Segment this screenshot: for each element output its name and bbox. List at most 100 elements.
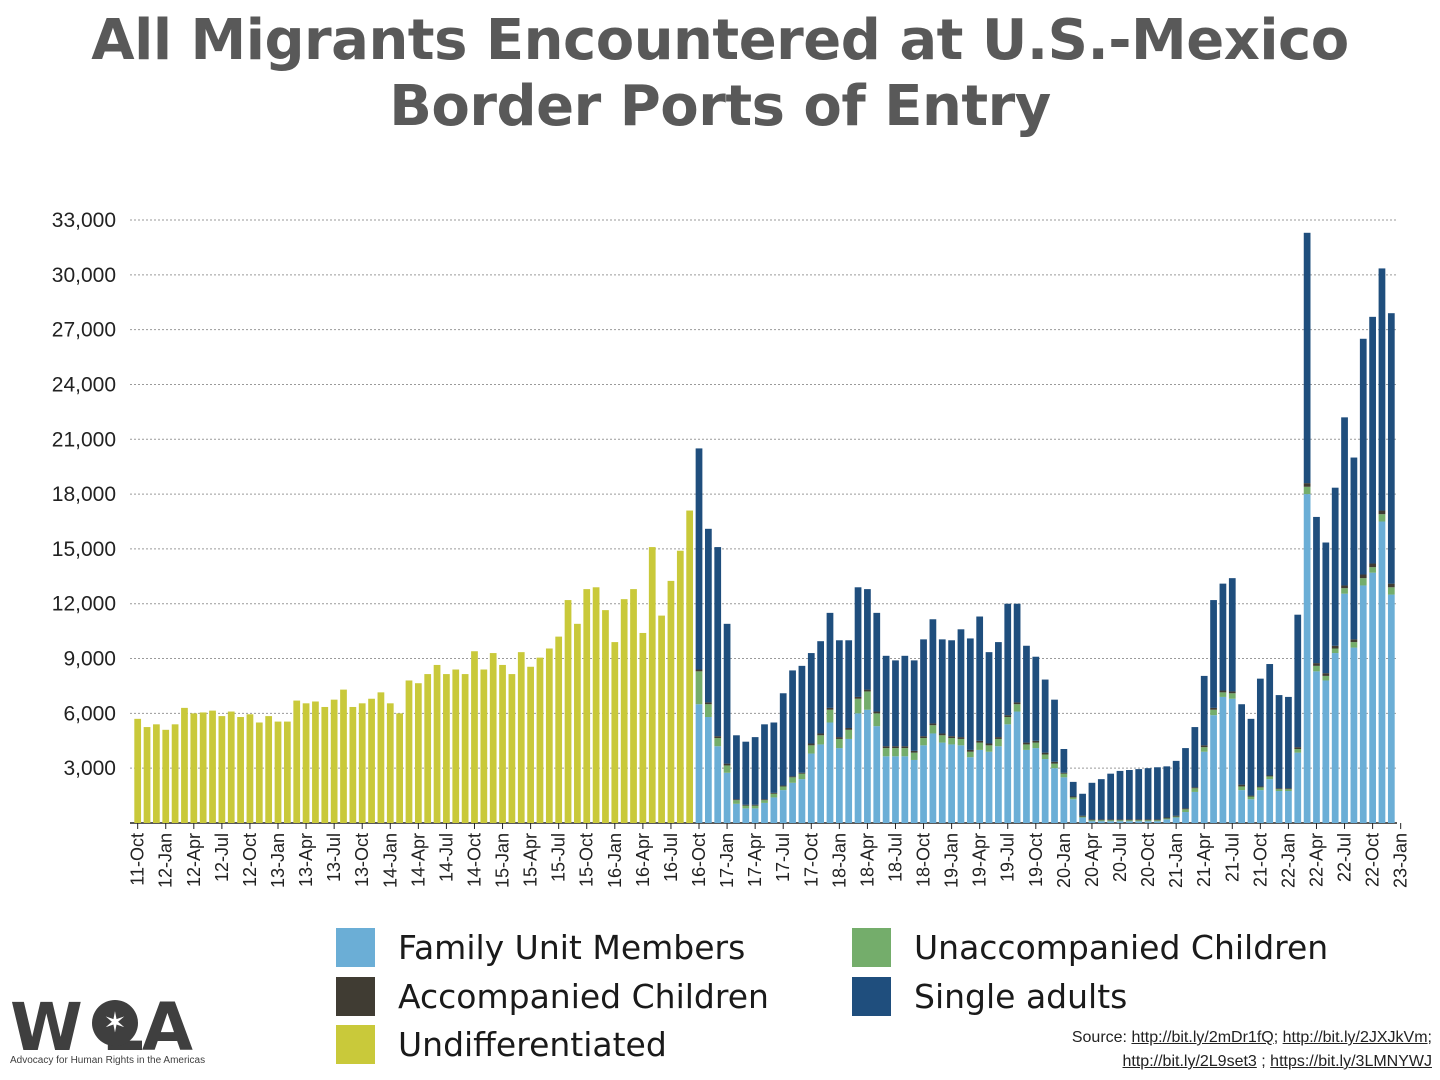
legend-label: Single adults — [914, 976, 1128, 1016]
bar-unaccompanied-children — [1350, 642, 1358, 648]
bar-undifferentiated — [676, 550, 684, 823]
bar-unaccompanied-children — [733, 800, 740, 804]
bar-family-unit-members — [1200, 751, 1208, 823]
bar-accompanied-children — [1013, 702, 1021, 705]
bar-family-unit-members — [1116, 821, 1124, 823]
source-link[interactable]: http://bit.ly/2JXJkVm — [1282, 1029, 1428, 1046]
x-tick-label: 15-Jan — [493, 833, 513, 888]
bar-undifferentiated — [340, 689, 347, 823]
bar-unaccompanied-children — [1256, 787, 1264, 791]
x-tick-label: 14-Oct — [464, 833, 484, 887]
x-tick-label: 16-Oct — [689, 833, 709, 887]
bar-single-adults — [1378, 268, 1386, 511]
bar-family-unit-members — [1303, 494, 1311, 823]
bar-undifferentiated — [181, 707, 188, 823]
x-tick-label: 15-Oct — [577, 833, 597, 887]
bar-family-unit-members — [1051, 768, 1058, 823]
y-tick-label: 18,000 — [52, 483, 116, 506]
bar-accompanied-children — [985, 743, 993, 746]
bar-undifferentiated — [405, 680, 413, 823]
bar-undifferentiated — [134, 718, 142, 823]
bar-single-adults — [1191, 727, 1199, 788]
x-tick-label: 16-Apr — [633, 833, 653, 887]
bar-family-unit-members — [1088, 821, 1096, 823]
bar-family-unit-members — [1350, 647, 1358, 823]
bar-single-adults — [1313, 516, 1320, 664]
bar-accompanied-children — [1135, 819, 1143, 821]
bar-unaccompanied-children — [1125, 820, 1133, 822]
bar-unaccompanied-children — [1069, 797, 1077, 800]
bar-undifferentiated — [602, 610, 609, 823]
bar-unaccompanied-children — [761, 800, 768, 803]
bar-accompanied-children — [1125, 819, 1133, 821]
bar-accompanied-children — [1023, 742, 1030, 745]
source-link[interactable]: http://bit.ly/2mDr1fQ — [1131, 1029, 1274, 1046]
bar-undifferentiated — [330, 699, 338, 823]
bar-accompanied-children — [920, 736, 927, 739]
bar-accompanied-children — [704, 702, 712, 705]
source-link[interactable]: https://bit.ly/3LMNYWJ — [1270, 1053, 1432, 1070]
bar-family-unit-members — [1359, 585, 1367, 823]
source-link[interactable]: http://bit.ly/2L9set3 — [1122, 1053, 1257, 1070]
bar-family-unit-members — [1275, 791, 1283, 823]
bar-accompanied-children — [938, 733, 946, 736]
bar-undifferentiated — [471, 651, 478, 823]
bar-family-unit-members — [1191, 791, 1199, 823]
bar-family-unit-members — [751, 808, 759, 823]
bar-accompanied-children — [1387, 583, 1395, 588]
bar-accompanied-children — [1275, 788, 1283, 790]
bar-unaccompanied-children — [1228, 693, 1236, 699]
bar-family-unit-members — [789, 782, 796, 823]
bar-single-adults — [1023, 645, 1030, 743]
x-tick-label: 19-Apr — [970, 833, 990, 887]
source-note: Source: http://bit.ly/2mDr1fQ; http://bi… — [872, 1026, 1432, 1074]
bar-single-adults — [966, 638, 974, 750]
bar-unaccompanied-children — [854, 698, 862, 714]
bar-unaccompanied-children — [845, 729, 853, 739]
legend-item-accompanied-children: Accompanied Children — [336, 976, 769, 1016]
bar-family-unit-members — [1219, 696, 1227, 823]
bar-undifferentiated — [396, 713, 404, 823]
x-tick-label: 19-Oct — [1026, 833, 1046, 887]
bar-unaccompanied-children — [779, 786, 787, 791]
bar-accompanied-children — [1088, 819, 1096, 821]
x-tick-label: 17-Jul — [773, 833, 793, 882]
bar-family-unit-members — [695, 704, 703, 823]
bar-single-adults — [798, 665, 806, 773]
bar-undifferentiated — [227, 711, 235, 823]
bar-accompanied-children — [1303, 483, 1311, 487]
bar-accompanied-children — [798, 772, 806, 774]
bar-unaccompanied-children — [1191, 788, 1199, 792]
bar-unaccompanied-children — [695, 671, 703, 705]
x-tick-label: 19-Jul — [998, 833, 1018, 882]
bar-undifferentiated — [620, 599, 628, 823]
bar-unaccompanied-children — [1303, 486, 1311, 495]
bar-unaccompanied-children — [723, 765, 731, 773]
bar-family-unit-members — [976, 749, 984, 823]
x-tick-label: 13-Jul — [324, 833, 344, 882]
bar-undifferentiated — [555, 636, 563, 823]
x-tick-label: 12-Jul — [212, 833, 232, 882]
bar-accompanied-children — [1350, 639, 1358, 643]
bar-undifferentiated — [424, 674, 432, 823]
bar-single-adults — [1266, 664, 1274, 776]
bar-family-unit-members — [1322, 680, 1330, 823]
bar-unaccompanied-children — [1322, 675, 1330, 681]
bar-family-unit-members — [1032, 748, 1040, 823]
x-tick-label: 20-Jul — [1110, 833, 1130, 882]
x-tick-label: 22-Jul — [1335, 833, 1355, 882]
bar-single-adults — [1079, 793, 1086, 816]
source-separator: ; — [1256, 1053, 1271, 1070]
y-tick-label: 12,000 — [52, 593, 116, 616]
legend-label: Undifferentiated — [398, 1024, 667, 1064]
legend-swatch-undifferentiated — [336, 1024, 375, 1064]
bar-accompanied-children — [1163, 817, 1171, 819]
bar-family-unit-members — [910, 759, 918, 823]
bar-accompanied-children — [1032, 740, 1040, 743]
bar-single-adults — [882, 655, 890, 747]
bar-single-adults — [704, 528, 712, 703]
bar-undifferentiated — [564, 600, 572, 823]
bar-family-unit-members — [798, 779, 806, 823]
bar-single-adults — [826, 612, 834, 708]
bar-single-adults — [1032, 656, 1040, 741]
